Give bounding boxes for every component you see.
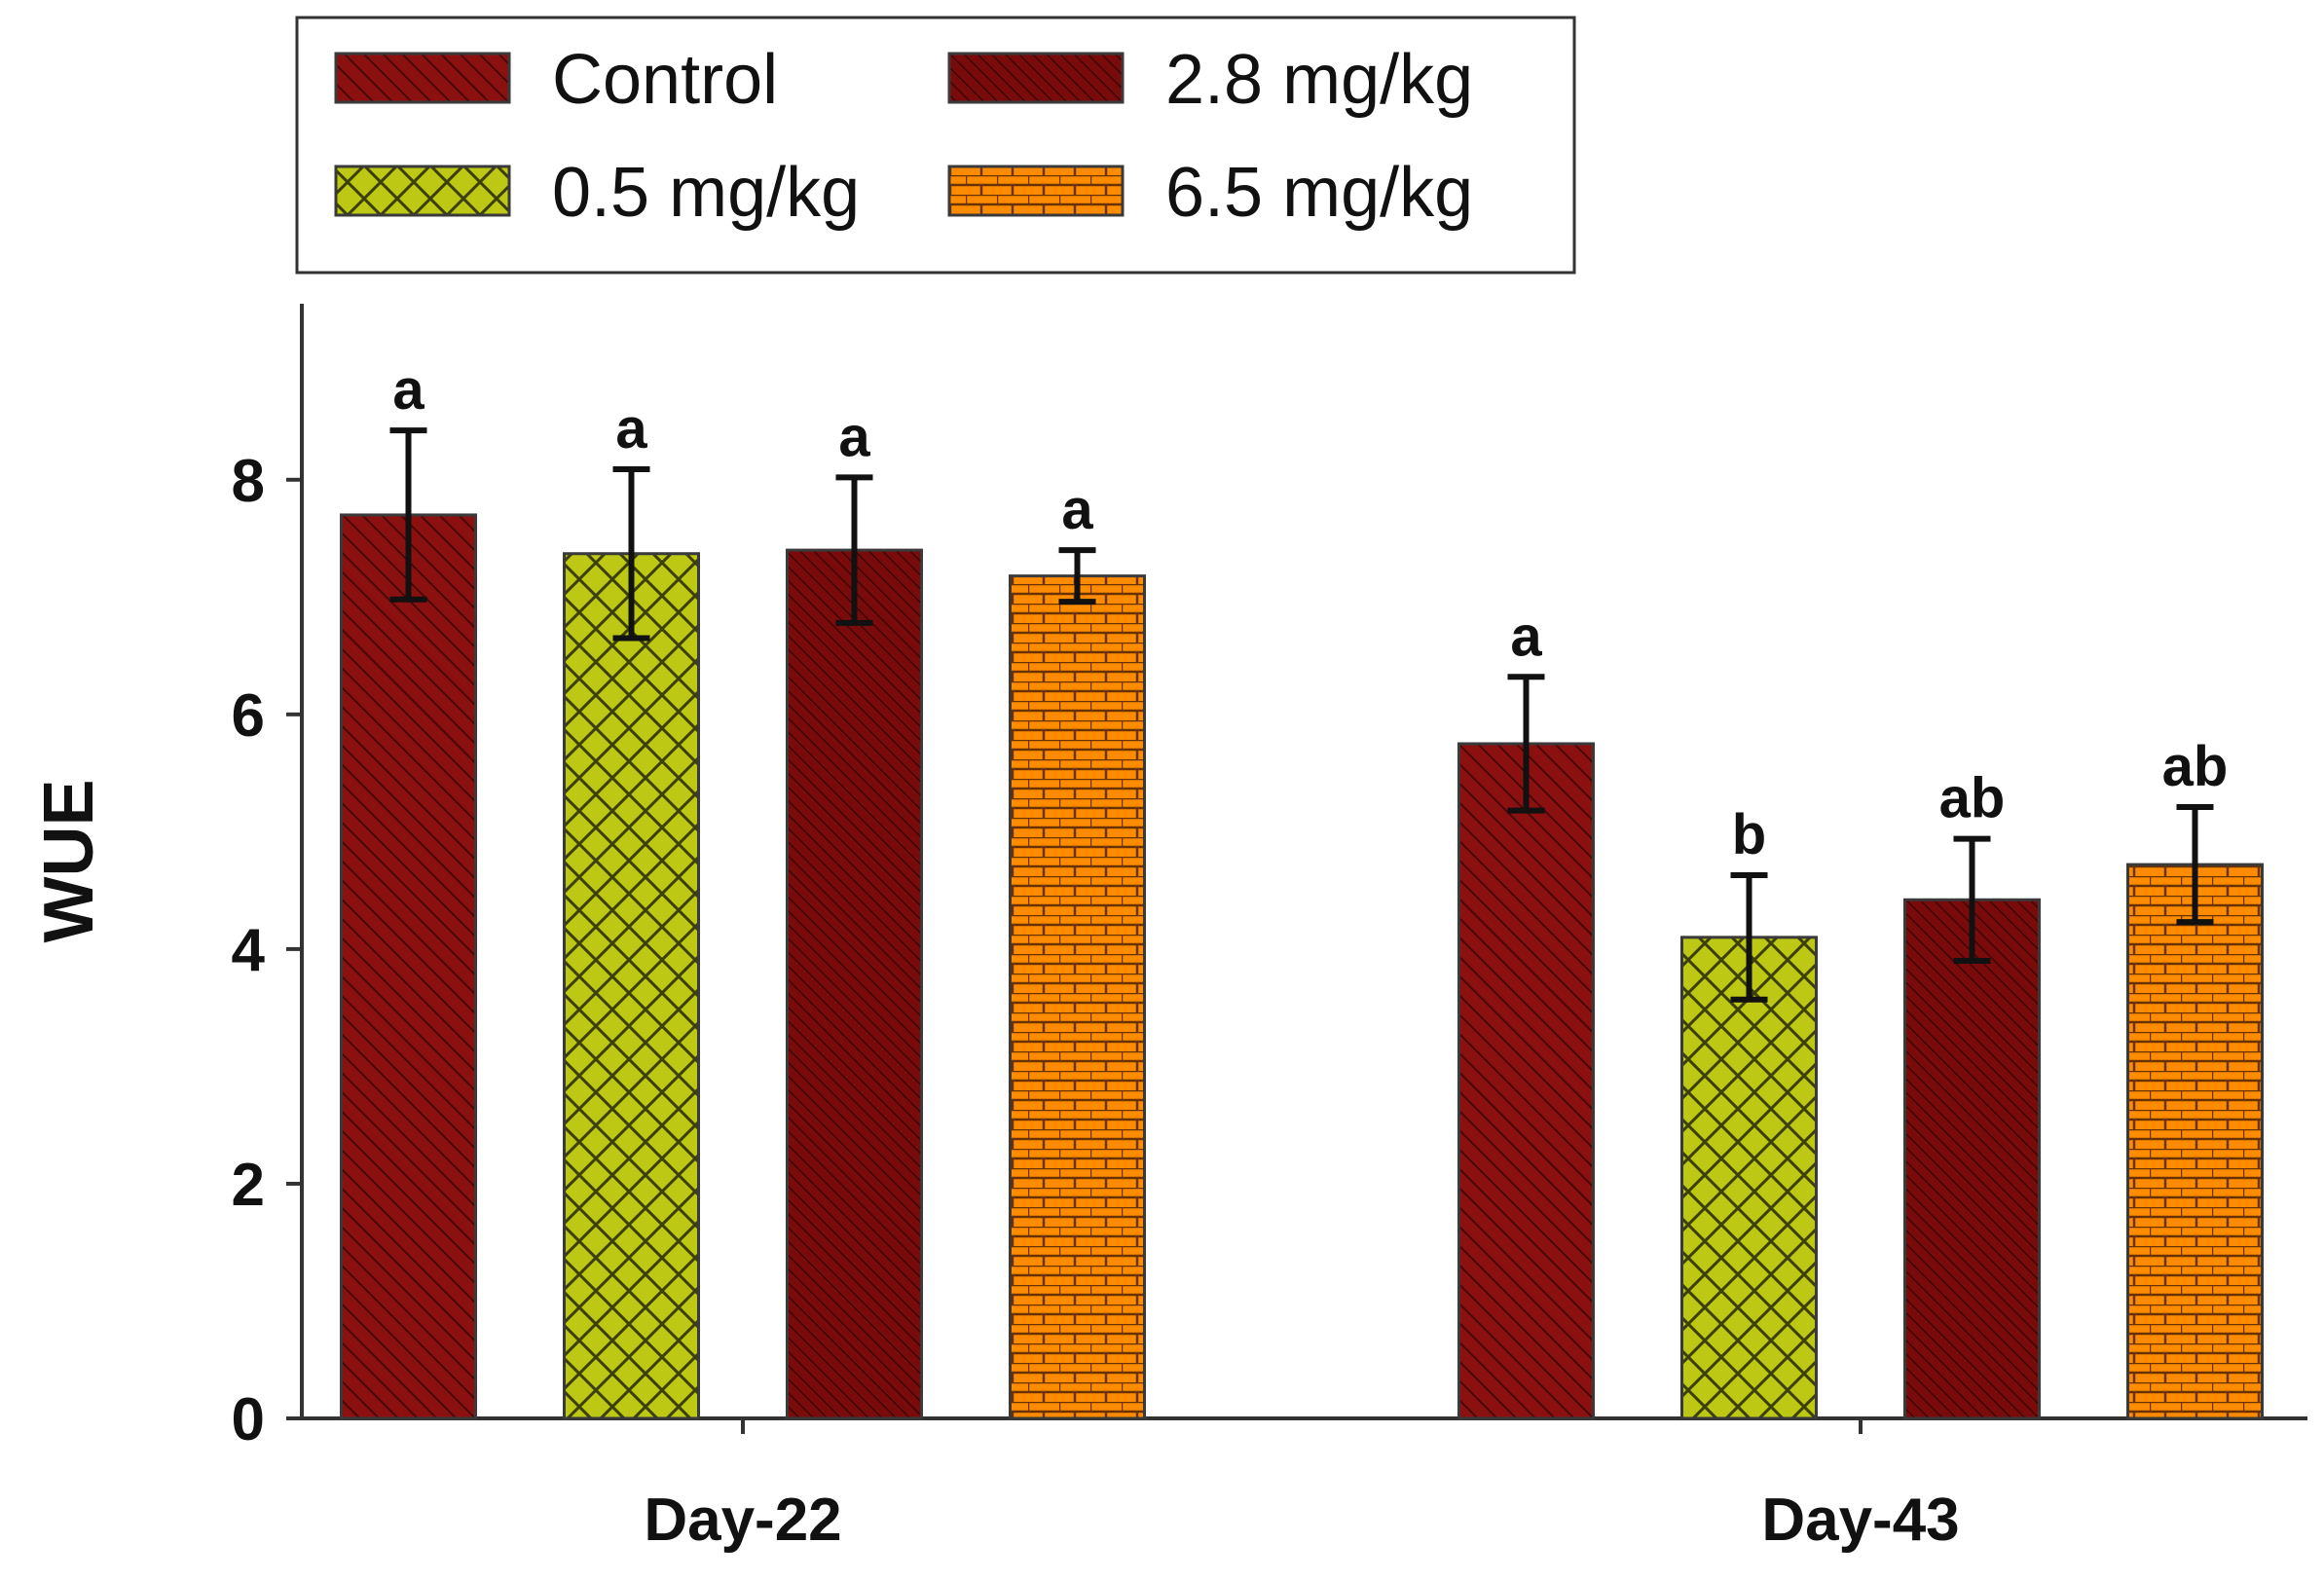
y-axis-label: WUE [30, 780, 108, 943]
legend-label: 0.5 mg/kg [552, 154, 860, 232]
significance-label: a [615, 397, 647, 460]
y-tick-label: 8 [232, 448, 265, 515]
significance-label: a [1510, 605, 1542, 668]
bar [563, 552, 700, 1420]
legend-swatch [334, 52, 511, 104]
significance-label: b [1732, 803, 1766, 866]
y-tick-label: 6 [232, 682, 265, 750]
bar [2126, 863, 2264, 1420]
significance-label: a [838, 405, 870, 468]
significance-label: a [1061, 478, 1093, 541]
significance-label: ab [2162, 735, 2229, 798]
legend-label: Control [552, 41, 778, 119]
y-tick-label: 2 [232, 1152, 265, 1219]
bar [1680, 936, 1818, 1420]
significance-label: a [392, 358, 424, 422]
x-tick-label: Day-22 [644, 1487, 841, 1554]
bars [340, 513, 2264, 1420]
bar [1903, 898, 2041, 1420]
bar [340, 513, 477, 1420]
legend-swatch [334, 165, 511, 217]
error-bars [389, 427, 2214, 1003]
y-tick-label: 0 [232, 1386, 265, 1453]
legend: Control 0.5 mg/kg 2.8 mg/kg 6.5 mg/kg [295, 16, 1576, 275]
bar [1009, 574, 1146, 1420]
legend-label: 6.5 mg/kg [1165, 154, 1473, 232]
y-tick-label: 4 [232, 917, 266, 984]
significance-label: ab [1939, 767, 2006, 830]
legend-swatch [947, 52, 1125, 104]
x-tick-label: Day-43 [1761, 1487, 1959, 1554]
bar [1457, 742, 1595, 1420]
bar [786, 548, 923, 1420]
legend-label: 2.8 mg/kg [1165, 41, 1473, 119]
legend-swatch [947, 165, 1125, 217]
